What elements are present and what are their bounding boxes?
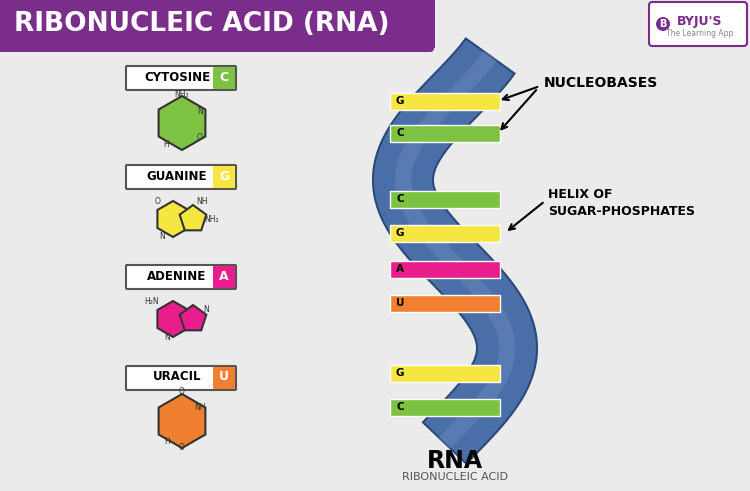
Bar xyxy=(390,364,500,382)
Bar xyxy=(390,261,500,277)
Text: BYJU'S: BYJU'S xyxy=(677,15,723,27)
Text: A: A xyxy=(396,264,404,274)
Text: O: O xyxy=(155,196,161,206)
Bar xyxy=(390,399,500,415)
Text: HELIX OF
SUGAR-PHOSPHATES: HELIX OF SUGAR-PHOSPHATES xyxy=(548,188,695,218)
FancyBboxPatch shape xyxy=(213,266,235,288)
Text: G: G xyxy=(396,368,404,378)
Text: RNA: RNA xyxy=(427,449,483,473)
Text: B: B xyxy=(659,19,667,29)
Circle shape xyxy=(656,17,670,31)
FancyBboxPatch shape xyxy=(126,66,236,90)
Bar xyxy=(0,0,435,48)
Text: N: N xyxy=(203,304,208,313)
Text: H₂N: H₂N xyxy=(145,297,159,305)
FancyBboxPatch shape xyxy=(126,165,236,189)
Polygon shape xyxy=(158,301,188,337)
Text: C: C xyxy=(396,194,404,204)
Text: O: O xyxy=(197,133,203,141)
Text: H: H xyxy=(164,139,169,148)
FancyBboxPatch shape xyxy=(213,67,235,89)
Text: O: O xyxy=(179,443,185,453)
Text: C: C xyxy=(396,128,404,138)
Text: C: C xyxy=(396,402,404,412)
Text: N: N xyxy=(164,333,170,343)
Text: H: H xyxy=(164,436,170,445)
FancyBboxPatch shape xyxy=(126,366,236,390)
Text: G: G xyxy=(396,228,404,238)
Polygon shape xyxy=(373,38,537,464)
Text: NH₂: NH₂ xyxy=(205,215,219,223)
Text: U: U xyxy=(396,298,404,308)
FancyBboxPatch shape xyxy=(213,166,235,188)
Polygon shape xyxy=(158,394,206,448)
Polygon shape xyxy=(180,305,206,330)
Text: NH₂: NH₂ xyxy=(175,89,189,99)
Text: URACIL: URACIL xyxy=(153,371,201,383)
Text: G: G xyxy=(219,169,230,183)
Text: The Learning App: The Learning App xyxy=(666,28,734,37)
Text: RIBONUCLEIC ACID: RIBONUCLEIC ACID xyxy=(402,472,508,482)
FancyBboxPatch shape xyxy=(126,265,236,289)
Text: RIBONUCLEIC ACID (RNA): RIBONUCLEIC ACID (RNA) xyxy=(14,11,389,37)
FancyBboxPatch shape xyxy=(0,0,434,52)
Text: NH: NH xyxy=(196,196,208,206)
Polygon shape xyxy=(395,52,515,448)
Polygon shape xyxy=(158,96,206,150)
Bar xyxy=(390,224,500,242)
Polygon shape xyxy=(180,205,206,230)
Text: ADENINE: ADENINE xyxy=(147,270,206,282)
FancyBboxPatch shape xyxy=(649,2,747,46)
Text: NH: NH xyxy=(194,403,206,411)
Text: GUANINE: GUANINE xyxy=(147,169,207,183)
Bar xyxy=(390,125,500,141)
Polygon shape xyxy=(158,201,188,237)
Text: N: N xyxy=(197,107,202,115)
Text: N: N xyxy=(159,231,165,241)
Text: CYTOSINE: CYTOSINE xyxy=(144,71,210,83)
Text: C: C xyxy=(220,71,229,83)
Text: G: G xyxy=(396,96,404,106)
Text: U: U xyxy=(219,371,229,383)
Bar xyxy=(390,191,500,208)
Text: A: A xyxy=(219,270,229,282)
Text: O: O xyxy=(179,387,185,397)
FancyBboxPatch shape xyxy=(213,367,235,389)
Bar xyxy=(390,295,500,311)
Bar xyxy=(390,92,500,109)
Text: NUCLEOBASES: NUCLEOBASES xyxy=(544,76,658,90)
